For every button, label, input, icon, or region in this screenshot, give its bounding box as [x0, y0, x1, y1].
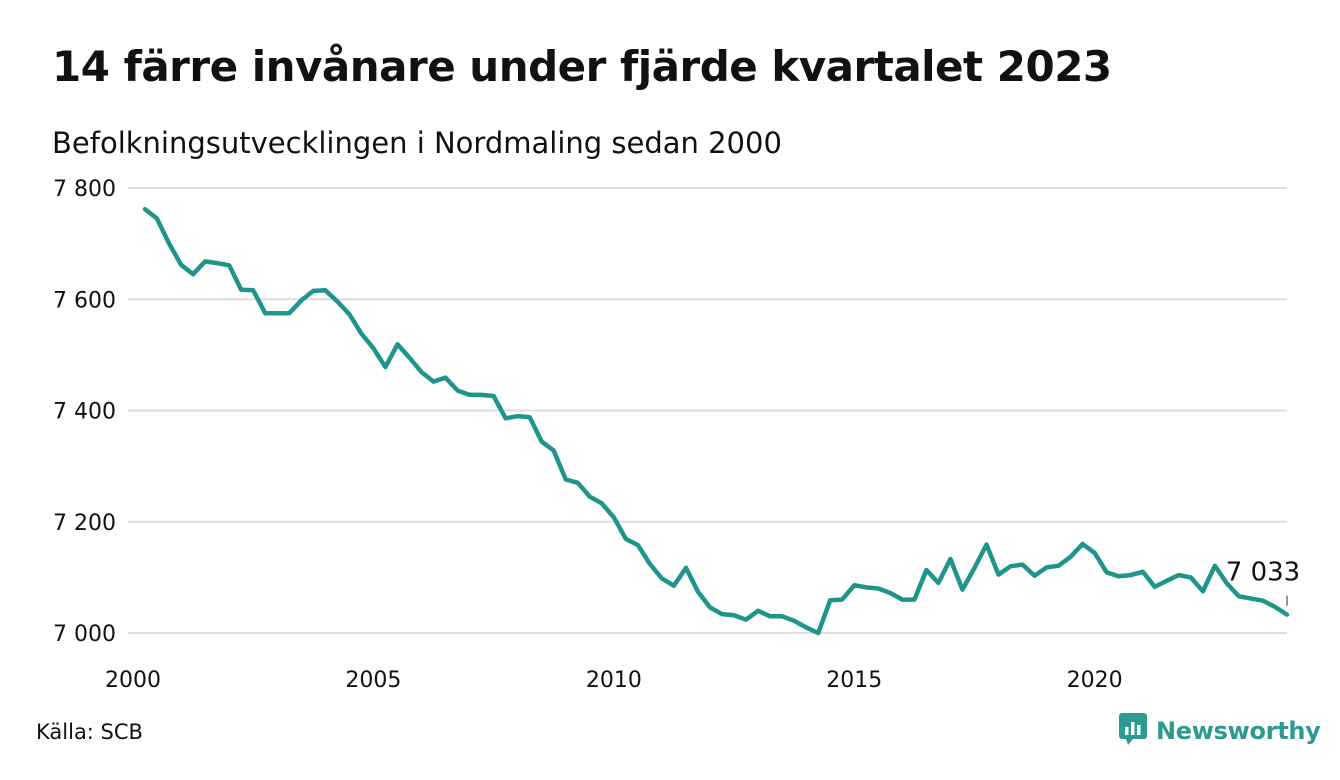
x-tick-label: 2020	[1067, 668, 1123, 693]
y-tick-label: 7 000	[53, 622, 116, 647]
x-tick-label: 2015	[826, 668, 882, 693]
newsworthy-logo-icon	[1118, 712, 1148, 750]
brand-logo: Newsworthy	[1118, 712, 1321, 750]
y-tick-label: 7 400	[53, 400, 116, 425]
brand-name: Newsworthy	[1156, 717, 1321, 745]
end-value-label: 7 033	[1226, 558, 1300, 588]
x-axis-ticks: 2000 2005 2010 2015 2020	[105, 668, 1123, 693]
gridlines	[128, 187, 1287, 634]
y-tick-label: 7 200	[53, 511, 116, 536]
y-tick-label: 7 600	[53, 288, 116, 313]
y-tick-label: 7 800	[53, 177, 116, 202]
x-tick-label: 2010	[586, 668, 642, 693]
y-axis-ticks: 7 000 7 200 7 400 7 600 7 800	[53, 177, 116, 647]
population-line	[142, 206, 1290, 636]
chart-title: 14 färre invånare under fjärde kvartalet…	[52, 42, 1112, 91]
x-tick-label: 2000	[105, 668, 161, 693]
chart-subtitle: Befolkningsutvecklingen i Nordmaling sed…	[52, 126, 782, 160]
x-tick-label: 2005	[345, 668, 401, 693]
source-note: Källa: SCB	[36, 720, 143, 744]
